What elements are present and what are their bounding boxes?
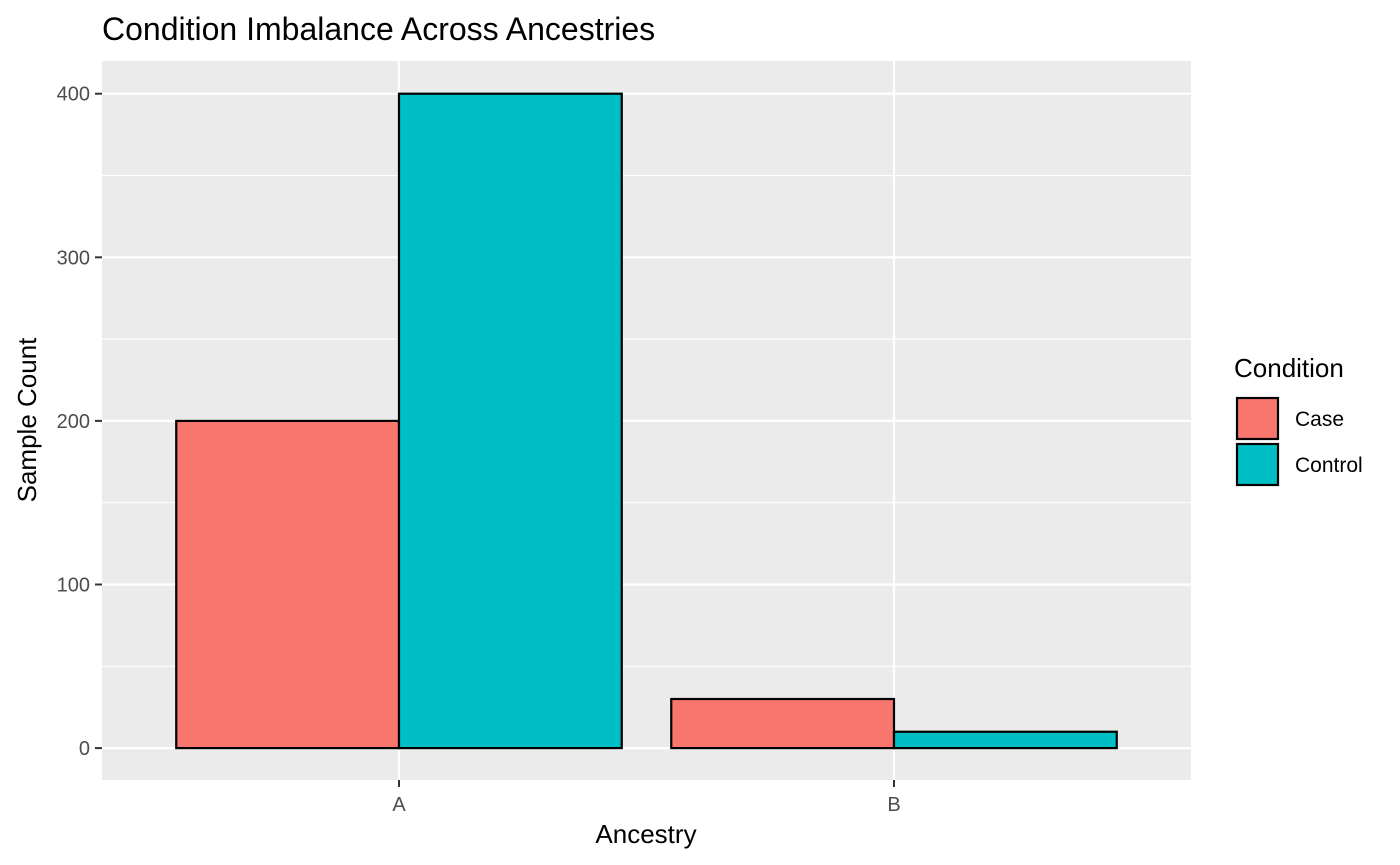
chart-title: Condition Imbalance Across Ancestries [102, 11, 655, 47]
y-tick-label: 400 [57, 84, 90, 106]
legend-key-control [1235, 442, 1280, 487]
bars [175, 92, 1118, 750]
y-axis: 0 100 200 300 400 [57, 84, 102, 760]
x-tick-label: B [887, 794, 900, 816]
x-axis-title: Ancestry [595, 819, 696, 849]
bar-control-b [892, 730, 1118, 750]
legend-label-case: Case [1295, 408, 1344, 431]
bar-control-a [397, 92, 623, 750]
y-axis-title: Sample Count [12, 337, 42, 503]
legend-items: Case Control [1235, 396, 1363, 487]
y-tick-label: 0 [79, 738, 90, 760]
bar-case-b [670, 697, 896, 750]
y-tick-label: 300 [57, 247, 90, 269]
x-tick-label: A [392, 794, 406, 816]
legend-label-control: Control [1295, 454, 1363, 477]
legend-key-case [1235, 396, 1280, 441]
y-tick-label: 200 [57, 411, 90, 433]
legend: Condition Case Control [1234, 353, 1363, 487]
y-tick-label: 100 [57, 575, 90, 597]
legend-title: Condition [1234, 353, 1344, 383]
bar-case-a [175, 419, 401, 750]
